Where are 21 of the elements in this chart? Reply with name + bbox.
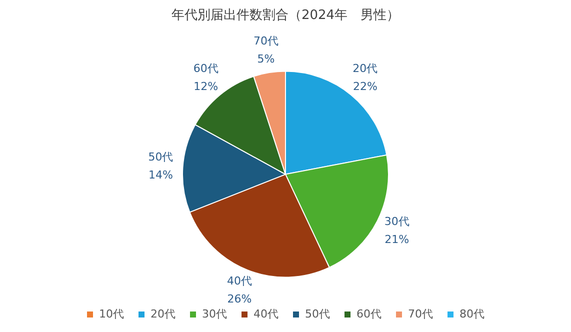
data-label: 26% xyxy=(227,292,252,306)
legend-label: 60代 xyxy=(356,307,382,320)
slice-label: 70代 xyxy=(253,34,278,48)
slice-label: 50代 xyxy=(148,150,174,164)
chart-title: 年代別届出件数割合（2024年 男性） xyxy=(171,8,400,24)
slice-label: 20代 xyxy=(352,62,378,75)
legend-label: 80代 xyxy=(459,307,484,320)
data-label: 14% xyxy=(148,168,173,182)
data-label: 22% xyxy=(352,80,378,93)
slice-label: 60代 xyxy=(193,62,218,75)
slice-label: 30代 xyxy=(384,214,410,228)
legend-label: 50代 xyxy=(305,307,330,320)
legend-label: 30代 xyxy=(202,307,228,320)
slice-label: 40代 xyxy=(226,274,252,288)
legend-label: 20代 xyxy=(150,307,176,320)
data-label: 5% xyxy=(257,52,275,66)
legend-label: 10代 xyxy=(99,307,124,320)
data-label: 21% xyxy=(384,232,410,246)
data-label: 12% xyxy=(194,80,218,93)
legend-label: 70代 xyxy=(408,307,433,320)
legend-label: 40代 xyxy=(254,307,279,320)
